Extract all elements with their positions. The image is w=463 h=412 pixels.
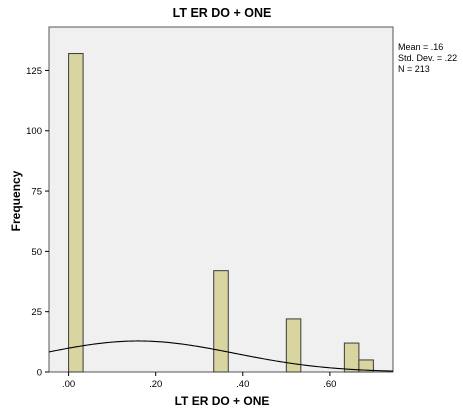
x-tick-label: .40 xyxy=(236,379,249,390)
histogram-bar-4 xyxy=(343,342,360,373)
chart-title: LT ER DO + ONE xyxy=(173,6,272,20)
histogram-bar-5 xyxy=(358,359,374,373)
y-tick-label: 100 xyxy=(26,126,42,137)
histogram-bar-3 xyxy=(285,318,302,373)
stat-n: N = 213 xyxy=(398,64,430,74)
y-tick-label: 50 xyxy=(31,247,42,258)
x-axis-label: LT ER DO + ONE xyxy=(175,394,270,408)
stat-std-dev: Std. Dev. = .22 xyxy=(398,53,457,63)
histogram-bar-1 xyxy=(68,53,84,373)
y-tick-label: 75 xyxy=(31,187,42,198)
x-tick-label: .60 xyxy=(323,379,336,390)
x-tick-label: .20 xyxy=(149,379,162,390)
y-axis: 0 25 50 75 100 125 xyxy=(26,66,49,379)
normal-curve xyxy=(48,340,394,372)
x-axis: .00 .20 .40 .60 xyxy=(62,372,336,390)
histogram-bar-2 xyxy=(213,270,229,373)
y-tick-label: 125 xyxy=(26,66,42,77)
stats-box: Mean = .16 Std. Dev. = .22 N = 213 xyxy=(398,42,457,74)
bars-group xyxy=(68,53,374,373)
y-axis-label: Frequency xyxy=(9,170,23,231)
y-tick-label: 0 xyxy=(37,368,42,379)
x-tick-label: .00 xyxy=(62,379,75,390)
y-tick-label: 25 xyxy=(31,307,42,318)
stat-mean: Mean = .16 xyxy=(398,42,443,52)
